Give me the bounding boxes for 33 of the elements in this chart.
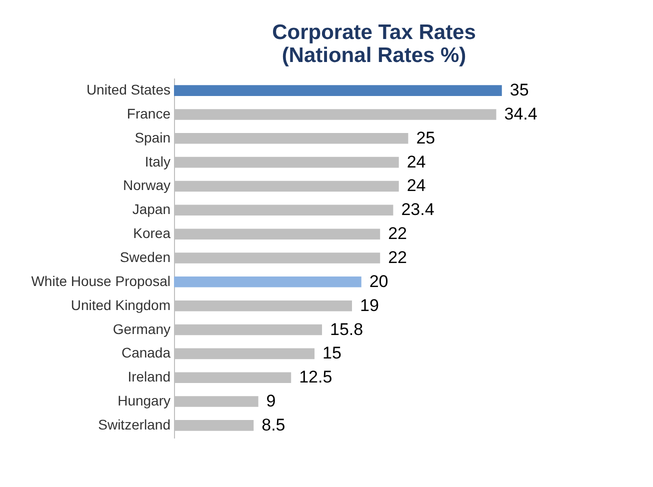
y-tick-label: United Kingdom [70,296,170,313]
data-label: 22 [388,224,408,244]
y-tick-label: Japan [132,201,170,218]
y-tick-label: Spain [134,129,170,146]
data-label: 8.5 [262,415,286,434]
data-label: 24 [406,152,426,172]
data-label: 20 [369,272,388,291]
y-tick-label: White House Proposal [31,272,170,289]
y-tick-label: Norway [123,177,170,194]
chart-title: Corporate Tax Rates (National Rates %) [272,21,476,67]
data-label: 24 [406,176,426,196]
y-tick-label: United States [86,82,170,98]
bar [174,276,362,288]
y-tick-label: Germany [112,320,170,337]
y-tick-label: Canada [121,344,171,361]
data-label: 22 [388,248,408,267]
y-tick-label: Korea [133,225,171,242]
y-tick-label: Italy [144,153,170,170]
y-tick-label: Hungary [118,392,170,409]
data-label: 25 [416,128,436,148]
data-label: 34.4 [504,104,538,124]
data-label: 19 [360,296,379,315]
data-label: 23.4 [401,200,434,220]
y-tick-label: Ireland [128,368,170,385]
y-tick-label: Sweden [120,249,170,265]
y-tick-label: Switzerland [98,416,170,432]
y-tick-label: France [126,105,171,122]
data-label: 12.5 [299,368,332,387]
bar [174,85,502,96]
data-label: 9 [266,392,276,411]
data-label: 15.8 [330,320,364,339]
data-label: 35 [510,80,529,100]
data-label: 15 [322,344,342,363]
